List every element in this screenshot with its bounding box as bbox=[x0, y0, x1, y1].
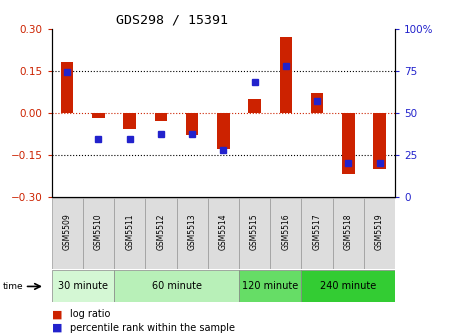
Text: time: time bbox=[2, 282, 23, 291]
Bar bbox=[342, 113, 355, 174]
Text: ■: ■ bbox=[52, 309, 62, 319]
Text: ■: ■ bbox=[52, 323, 62, 333]
Bar bbox=[123, 113, 136, 129]
Text: GSM5509: GSM5509 bbox=[63, 214, 72, 250]
Text: GSM5513: GSM5513 bbox=[188, 214, 197, 250]
Bar bbox=[92, 113, 105, 118]
Bar bbox=[248, 98, 261, 113]
Text: GSM5515: GSM5515 bbox=[250, 214, 259, 250]
Text: GDS298 / 15391: GDS298 / 15391 bbox=[116, 13, 228, 27]
Bar bbox=[301, 198, 333, 269]
Text: 240 minute: 240 minute bbox=[320, 282, 376, 291]
Text: 120 minute: 120 minute bbox=[242, 282, 298, 291]
Bar bbox=[52, 270, 114, 302]
Text: GSM5510: GSM5510 bbox=[94, 214, 103, 250]
Text: GSM5516: GSM5516 bbox=[282, 214, 291, 250]
Text: GSM5512: GSM5512 bbox=[156, 214, 165, 250]
Text: log ratio: log ratio bbox=[70, 309, 110, 319]
Bar bbox=[114, 270, 239, 302]
Bar bbox=[239, 270, 301, 302]
Bar bbox=[280, 37, 292, 113]
Bar bbox=[364, 198, 395, 269]
Bar bbox=[217, 113, 229, 149]
Bar bbox=[52, 198, 83, 269]
Bar bbox=[311, 93, 323, 113]
Bar bbox=[333, 198, 364, 269]
Bar bbox=[208, 198, 239, 269]
Bar bbox=[270, 198, 301, 269]
Bar bbox=[239, 198, 270, 269]
Text: 60 minute: 60 minute bbox=[152, 282, 202, 291]
Text: GSM5518: GSM5518 bbox=[344, 214, 353, 250]
Text: GSM5511: GSM5511 bbox=[125, 214, 134, 250]
Bar bbox=[373, 113, 386, 169]
Bar bbox=[186, 113, 198, 135]
Bar bbox=[301, 270, 395, 302]
Bar bbox=[176, 198, 208, 269]
Text: GSM5514: GSM5514 bbox=[219, 214, 228, 250]
Bar bbox=[83, 198, 114, 269]
Bar bbox=[114, 198, 145, 269]
Text: percentile rank within the sample: percentile rank within the sample bbox=[70, 323, 234, 333]
Bar bbox=[61, 62, 74, 113]
Bar bbox=[145, 198, 176, 269]
Text: GSM5517: GSM5517 bbox=[313, 214, 321, 250]
Bar bbox=[154, 113, 167, 121]
Text: 30 minute: 30 minute bbox=[58, 282, 108, 291]
Text: GSM5519: GSM5519 bbox=[375, 214, 384, 250]
